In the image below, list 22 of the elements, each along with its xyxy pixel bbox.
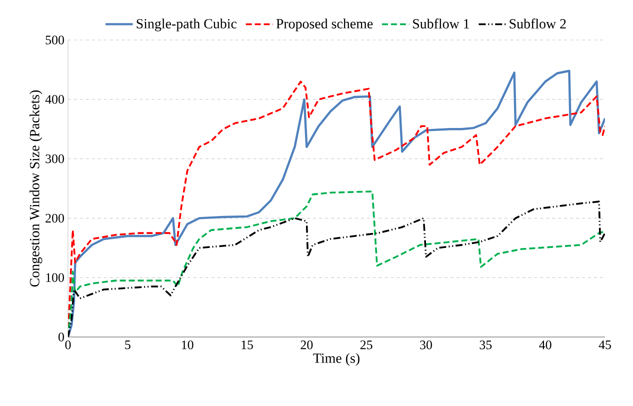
y-tick-label: 100 bbox=[46, 273, 64, 282]
x-tick-label: 45 bbox=[598, 340, 611, 350]
legend-label: Subflow 1 bbox=[413, 18, 470, 29]
y-tick-label: 0 bbox=[58, 332, 64, 342]
x-axis-title: Time (s) bbox=[313, 353, 360, 366]
y-axis-title: Congestion Window Size (Packets) bbox=[30, 90, 42, 287]
legend-label: Single-path Cubic bbox=[136, 18, 237, 32]
legend-label: Subflow 2 bbox=[510, 18, 566, 29]
x-tick-label: 20 bbox=[300, 340, 313, 350]
y-tick-label: 200 bbox=[46, 214, 64, 223]
x-tick-label: 15 bbox=[242, 340, 253, 350]
x-tick-label: 30 bbox=[420, 340, 432, 350]
x-tick-label: 5 bbox=[125, 340, 130, 350]
y-tick-label: 400 bbox=[45, 95, 64, 104]
x-tick-label: 40 bbox=[539, 340, 552, 350]
x-tick-label: 0 bbox=[65, 340, 71, 350]
x-tick-label: 10 bbox=[182, 340, 194, 350]
x-tick-label: 35 bbox=[480, 340, 492, 350]
legend-label: Proposed scheme bbox=[276, 18, 373, 32]
y-tick-label: 500 bbox=[46, 36, 64, 44]
x-tick-label: 25 bbox=[360, 340, 372, 350]
y-tick-label: 300 bbox=[46, 154, 64, 164]
